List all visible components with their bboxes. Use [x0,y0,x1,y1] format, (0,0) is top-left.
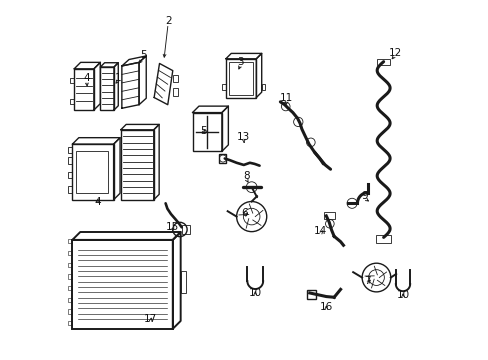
Text: 10: 10 [396,291,409,301]
Text: 17: 17 [143,314,157,324]
Bar [68,251,72,255]
Bar [72,240,172,329]
Text: 15: 15 [165,222,178,232]
Text: 7: 7 [363,276,370,286]
Bar [68,286,72,290]
Text: 13: 13 [237,132,250,142]
Bar [180,271,185,293]
Bar [100,67,114,110]
Bar [68,274,72,279]
Text: 11: 11 [280,93,293,103]
Bar [70,99,74,104]
Bar [74,69,94,110]
Text: 12: 12 [387,48,401,58]
Text: 8: 8 [243,171,249,181]
Text: 14: 14 [313,226,326,236]
Text: 3: 3 [237,57,244,67]
Bar [68,309,72,314]
Bar [72,144,113,200]
Bar [261,84,265,90]
Bar [219,154,225,163]
Text: 5: 5 [200,126,206,135]
Text: 4: 4 [94,197,101,207]
Text: 9: 9 [361,191,367,201]
Bar [182,225,189,234]
Bar [192,113,222,151]
Bar [68,239,72,243]
Text: 2: 2 [164,17,171,27]
Bar [172,75,178,82]
Bar [172,88,178,96]
Bar [228,62,253,95]
Text: 10: 10 [248,288,261,298]
Bar [306,291,316,300]
Bar [70,78,74,83]
Text: 1: 1 [115,73,122,83]
Text: 5: 5 [140,50,146,60]
Bar [68,172,72,178]
Bar [121,130,153,200]
Bar [225,59,256,98]
Bar [376,235,390,243]
Bar [222,84,225,90]
Bar [68,186,72,193]
Bar [68,157,72,164]
Bar [76,151,108,193]
Text: 4: 4 [83,73,90,83]
Bar [68,147,72,153]
Bar [68,298,72,302]
Bar [68,262,72,267]
Bar [68,321,72,325]
Bar [324,212,335,220]
Bar [376,59,389,65]
Text: 6: 6 [241,208,247,218]
Text: 16: 16 [319,302,332,312]
